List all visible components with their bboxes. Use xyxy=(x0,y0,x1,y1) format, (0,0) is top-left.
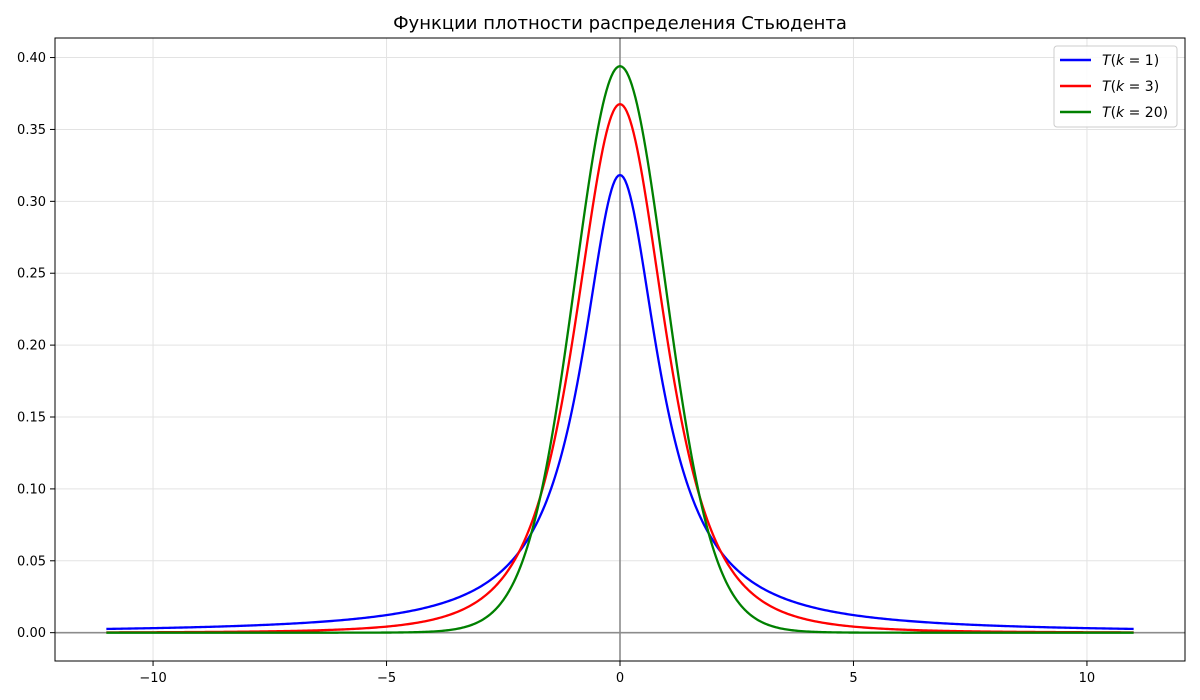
y-tick-label: 0.15 xyxy=(17,411,46,426)
x-tick-label: −5 xyxy=(377,671,396,686)
y-tick-label: 0.35 xyxy=(17,123,46,138)
y-tick-label: 0.40 xyxy=(17,51,46,66)
legend-label-k1: T(k = 1) xyxy=(1102,53,1159,69)
y-axis-ticks: 0.00 0.05 0.10 0.15 0.20 0.25 0.30 0.35 0.40 xyxy=(17,51,55,641)
legend-frame xyxy=(1053,45,1178,128)
y-tick-label: 0.05 xyxy=(17,554,46,569)
legend-label-k20: T(k = 20) xyxy=(1102,105,1168,121)
legend-item-k3: T(k = 3) xyxy=(1060,79,1159,95)
series-line-k1 xyxy=(106,173,1134,631)
series-line-k20 xyxy=(106,65,1134,634)
x-tick-label: 10 xyxy=(1079,671,1096,686)
legend-item-k1: T(k = 1) xyxy=(1060,53,1159,69)
y-tick-label: 0.30 xyxy=(17,195,46,210)
y-tick-label: 0.00 xyxy=(17,626,46,641)
y-tick-label: 0.25 xyxy=(17,267,46,282)
x-tick-label: −10 xyxy=(139,671,166,686)
y-tick-label: 0.10 xyxy=(17,482,46,497)
x-axis-ticks: −10 −5 0 5 10 xyxy=(139,661,1095,686)
legend-item-k20: T(k = 20) xyxy=(1060,105,1168,121)
series-line-k3 xyxy=(106,102,1134,634)
x-tick-label: 5 xyxy=(849,671,857,686)
x-tick-label: 0 xyxy=(616,671,624,686)
legend: T(k = 1) T(k = 3) T(k = 20) xyxy=(1053,45,1178,128)
chart-title: Функции плотности распределения Стьюдент… xyxy=(393,13,847,34)
y-tick-label: 0.20 xyxy=(17,339,46,354)
series-lines xyxy=(106,65,1134,634)
reference-lines xyxy=(55,38,1185,661)
legend-label-k3: T(k = 3) xyxy=(1102,79,1159,95)
